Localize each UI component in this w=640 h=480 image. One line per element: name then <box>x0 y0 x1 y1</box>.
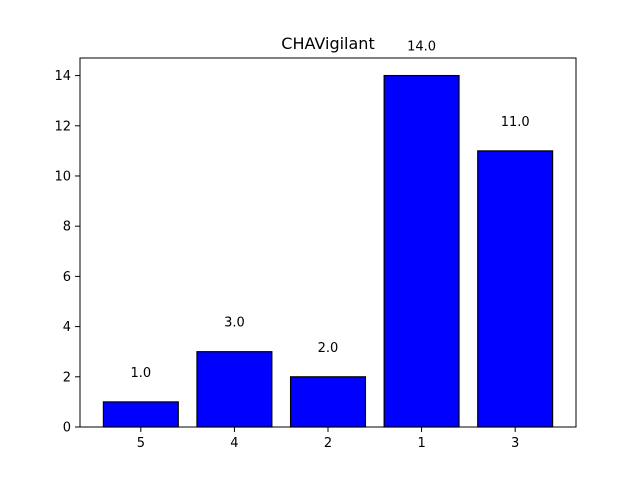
y-tick-label: 2 <box>63 370 71 385</box>
chart-title: CHAVigilant <box>281 34 374 53</box>
x-tick-label: 4 <box>230 436 238 451</box>
data-label-3: 11.0 <box>501 115 530 130</box>
y-tick-label: 6 <box>63 270 71 285</box>
axes-frame <box>79 57 577 428</box>
bar-2 <box>289 376 367 428</box>
y-tick-label: 10 <box>54 169 71 184</box>
data-label-1: 14.0 <box>407 40 436 55</box>
x-tick-label: 5 <box>137 436 145 451</box>
y-tick-label: 4 <box>63 320 71 335</box>
y-tick-label: 12 <box>54 119 71 134</box>
bar-4 <box>196 351 273 428</box>
bar-3 <box>477 150 554 428</box>
y-tick-label: 8 <box>63 220 71 235</box>
x-tick-label: 1 <box>417 436 425 451</box>
data-label-4: 3.0 <box>224 316 245 331</box>
data-label-5: 1.0 <box>130 366 151 381</box>
y-tick-label: 0 <box>63 421 71 436</box>
bar-5 <box>102 401 179 428</box>
plot-area: 1.0 5 3.0 4 2.0 2 14.0 1 11.0 3 0 2 4 6 8 10 12 14 <box>54 40 577 451</box>
x-tick-label: 2 <box>324 436 332 451</box>
y-tick-label: 14 <box>54 69 71 84</box>
data-label-2: 2.0 <box>318 341 339 356</box>
bar-1 <box>383 74 460 428</box>
x-tick-label: 3 <box>511 436 519 451</box>
